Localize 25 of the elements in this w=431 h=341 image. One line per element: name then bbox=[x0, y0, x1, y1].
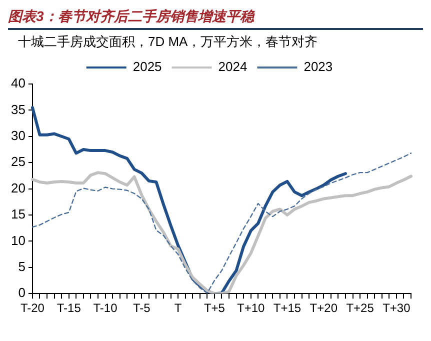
chart-title: 图表3：春节对齐后二手房销售增速平稳 bbox=[8, 8, 423, 30]
chart-subtitle: 十城二手房成交面积，7D MA，万平方米，春节对齐 bbox=[17, 33, 319, 51]
x-tick-label: T-5 bbox=[132, 301, 151, 316]
x-tick-label: T+20 bbox=[310, 301, 338, 316]
legend-label: 2024 bbox=[218, 59, 248, 74]
x-tick-label: T bbox=[174, 301, 182, 316]
legend-label: 2025 bbox=[132, 59, 162, 74]
x-tick-label: T+5 bbox=[204, 301, 226, 316]
y-tick-label: 25 bbox=[10, 154, 26, 170]
y-tick-label: 0 bbox=[18, 285, 26, 300]
y-tick-label: 35 bbox=[10, 102, 26, 117]
x-tick-label: T+30 bbox=[382, 301, 411, 316]
y-tick-label: 15 bbox=[10, 206, 26, 222]
y-tick-label: 40 bbox=[10, 76, 26, 91]
legend-label: 2023 bbox=[304, 59, 333, 74]
x-tick-label: T+15 bbox=[273, 301, 302, 316]
y-tick-label: 5 bbox=[18, 258, 26, 274]
x-tick-label: T-10 bbox=[93, 301, 118, 316]
y-tick-label: 30 bbox=[10, 128, 26, 143]
x-tick-label: T+10 bbox=[237, 301, 266, 316]
x-tick-label: T-15 bbox=[56, 301, 82, 316]
y-tick-label: 10 bbox=[10, 232, 26, 248]
y-tick-label: 20 bbox=[10, 180, 26, 196]
x-tick-label: T-20 bbox=[20, 301, 45, 316]
x-tick-label: T+25 bbox=[346, 301, 374, 316]
